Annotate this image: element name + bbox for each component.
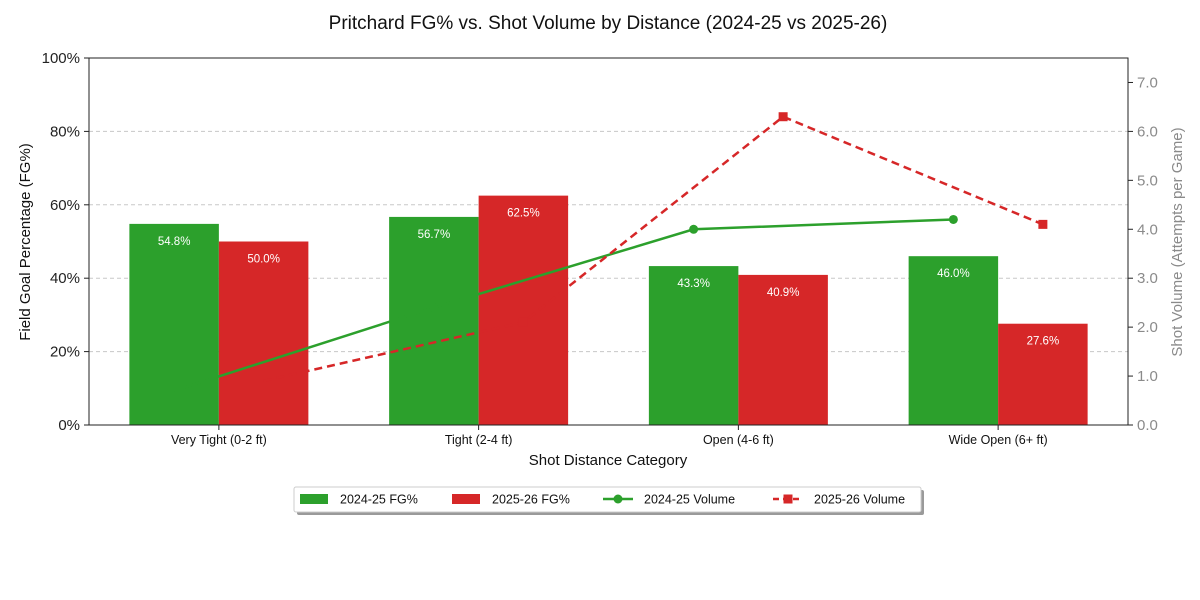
legend-label-3: 2025-26 Volume bbox=[814, 493, 905, 507]
right-tick-label: 5.0 bbox=[1137, 172, 1158, 189]
x-axis-ticks: Very Tight (0-2 ft) Tight (2-4 ft) Open (4… bbox=[171, 425, 1048, 447]
bar-value-label: 27.6% bbox=[1027, 336, 1060, 348]
left-axis-ticks: 0% 20% 40% 60% 80% 100% bbox=[42, 50, 89, 434]
volume-marker bbox=[429, 303, 439, 313]
bar-labels: 54.8% 56.7% 43.3% 46.0% 50.0% 62.5% 40.9% 27.6% bbox=[158, 208, 1059, 348]
right-tick-label: 3.0 bbox=[1137, 270, 1158, 287]
bar-0-3 bbox=[908, 256, 999, 425]
bar-value-label: 54.8% bbox=[158, 236, 191, 248]
y-axis-label: Field Goal Percentage (FG%) bbox=[17, 143, 34, 341]
bar-0-0 bbox=[129, 223, 219, 425]
right-tick-label: 6.0 bbox=[1137, 123, 1158, 140]
x-axis-label: Shot Distance Category bbox=[529, 452, 688, 469]
plot-frame bbox=[88, 57, 1129, 426]
bar-0-1 bbox=[389, 216, 479, 425]
legend-marker-3 bbox=[783, 494, 793, 504]
volume-marker bbox=[778, 112, 788, 122]
volume-line-1 bbox=[263, 115, 1044, 383]
bar-value-label: 56.7% bbox=[418, 229, 451, 241]
x-tick-label: Tight (2-4 ft) bbox=[445, 433, 513, 447]
bar-1-0 bbox=[218, 241, 309, 425]
right-tick-label: 2.0 bbox=[1137, 319, 1158, 336]
left-tick-label: 0% bbox=[58, 417, 80, 434]
right-tick-label: 7.0 bbox=[1137, 74, 1158, 91]
y2-axis-label: Shot Volume (Attempts per Game) bbox=[1169, 127, 1186, 356]
left-tick-label: 80% bbox=[50, 123, 80, 140]
bar-value-label: 40.9% bbox=[767, 287, 800, 299]
legend-label-1: 2025-26 FG% bbox=[492, 493, 570, 507]
legend-marker-2 bbox=[613, 494, 623, 504]
bars bbox=[129, 195, 1088, 425]
left-tick-label: 60% bbox=[50, 197, 80, 214]
bar-1-2 bbox=[738, 274, 828, 425]
legend-label-2: 2024-25 Volume bbox=[644, 493, 735, 507]
chart-title: Pritchard FG% vs. Shot Volume by Distanc… bbox=[329, 13, 888, 34]
legend-label-0: 2024-25 FG% bbox=[340, 493, 418, 507]
volume-marker bbox=[1038, 219, 1048, 229]
right-axis-ticks: 0.0 1.0 2.0 3.0 4.0 5.0 6.0 7.0 bbox=[1128, 74, 1158, 434]
legend-swatch-1 bbox=[452, 494, 480, 504]
bar-value-label: 46.0% bbox=[937, 268, 970, 280]
x-tick-label: Wide Open (6+ ft) bbox=[949, 433, 1048, 447]
left-tick-label: 100% bbox=[42, 50, 80, 67]
bar-0-2 bbox=[648, 266, 739, 425]
gridlines bbox=[89, 130, 1128, 353]
volume-marker bbox=[948, 214, 958, 224]
x-tick-label: Very Tight (0-2 ft) bbox=[171, 433, 267, 447]
bar-1-1 bbox=[478, 195, 569, 425]
volume-marker bbox=[518, 317, 528, 327]
x-tick-label: Open (4-6 ft) bbox=[703, 433, 774, 447]
legend: 2024-25 FG% 2025-26 FG% 2024-25 Volume 2025… bbox=[293, 486, 924, 515]
volume-marker bbox=[689, 224, 699, 234]
bar-1-3 bbox=[998, 323, 1088, 425]
legend-swatch-0 bbox=[300, 494, 328, 504]
right-tick-label: 4.0 bbox=[1137, 221, 1158, 238]
bar-value-label: 43.3% bbox=[677, 278, 710, 290]
right-tick-label: 0.0 bbox=[1137, 417, 1158, 434]
left-tick-label: 20% bbox=[50, 344, 80, 361]
bar-value-label: 50.0% bbox=[247, 254, 280, 266]
left-tick-label: 40% bbox=[50, 270, 80, 287]
bar-value-label: 62.5% bbox=[507, 208, 540, 220]
volume-lines bbox=[173, 112, 1048, 392]
volume-line-0 bbox=[173, 218, 954, 392]
right-tick-label: 1.0 bbox=[1137, 368, 1158, 385]
